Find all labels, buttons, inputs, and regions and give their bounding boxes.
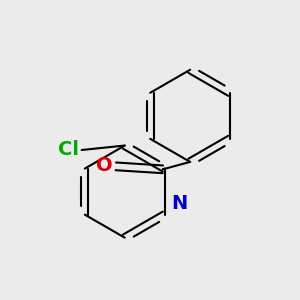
Text: Cl: Cl bbox=[58, 140, 79, 159]
Text: N: N bbox=[171, 194, 187, 213]
Text: O: O bbox=[96, 156, 112, 175]
